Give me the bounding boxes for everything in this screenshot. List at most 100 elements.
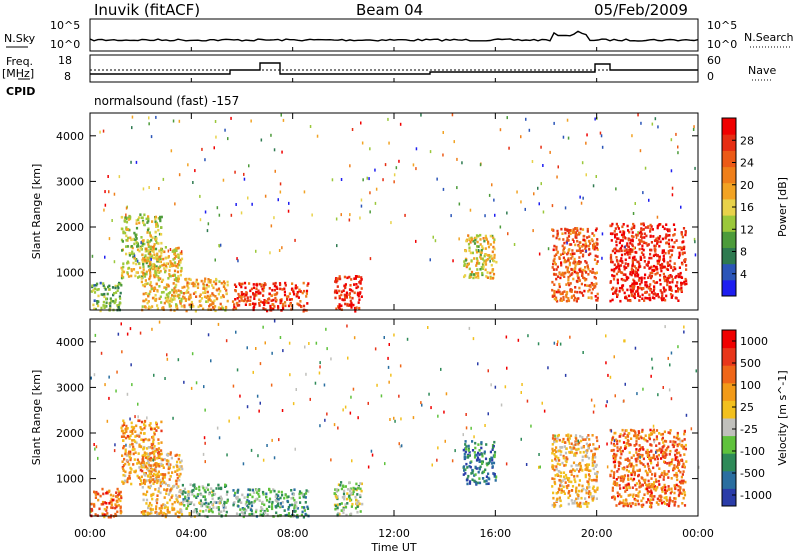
power-cell: [204, 277, 207, 281]
velocity-cell: [617, 467, 620, 471]
velocity-speckle-cell: [428, 392, 430, 396]
velocity-cell: [679, 491, 682, 495]
power-cell: [197, 283, 200, 286]
velocity-speckle-cell: [288, 341, 291, 345]
velocity-speckle-cell: [210, 359, 212, 363]
power-cell: [491, 257, 494, 260]
velocity-cell: [681, 492, 684, 495]
velocity-speckle-cell: [250, 448, 253, 452]
velocity-speckle-cell: [388, 343, 390, 346]
power-cell: [168, 305, 171, 308]
velocity-cell: [160, 429, 163, 433]
velocity-cell: [476, 458, 479, 462]
power-cell: [357, 294, 360, 298]
power-cell: [661, 262, 664, 266]
power-cell: [627, 262, 630, 266]
power-cell: [666, 228, 669, 231]
power-speckle-cell: [693, 237, 696, 241]
power-cell: [118, 303, 121, 307]
power-cell: [568, 229, 571, 232]
velocity-cell: [150, 479, 153, 483]
power-cell: [552, 248, 555, 252]
velocity-cell: [307, 490, 310, 493]
velocity-cell: [638, 449, 641, 453]
velocity-cell: [139, 479, 143, 482]
power-speckle-cell: [479, 163, 482, 167]
velocity-cell: [255, 508, 258, 512]
velocity-cell: [575, 490, 578, 493]
power-cell: [214, 282, 217, 286]
velocity-cell: [144, 480, 147, 483]
power-cell: [355, 286, 358, 290]
power-speckle-cell: [404, 213, 406, 217]
power-cell: [350, 304, 353, 307]
power-speckle-cell: [390, 221, 392, 225]
velocity-cell: [145, 479, 148, 482]
velocity-cell: [638, 485, 641, 489]
velocity-cell: [359, 495, 362, 499]
power-cell: [144, 306, 147, 309]
velocity-speckle-cell: [282, 349, 284, 353]
power-cell: [684, 258, 687, 262]
power-speckle-cell: [677, 145, 679, 149]
power-cell: [678, 287, 681, 291]
velocity-cell: [182, 490, 185, 493]
power-cell: [121, 268, 124, 271]
velocity-cell: [616, 482, 619, 485]
power-cell: [342, 289, 345, 292]
velocity-cell: [139, 483, 142, 486]
velocity-cell: [478, 453, 481, 456]
power-cell: [135, 262, 138, 266]
velocity-cell: [338, 512, 341, 516]
power-cell: [112, 300, 115, 303]
power-speckle-cell: [395, 166, 398, 170]
velocity-cell: [203, 495, 206, 498]
power-cell: [566, 229, 569, 233]
power-cell: [102, 282, 105, 285]
velocity-cell: [337, 488, 340, 492]
velocity-cell: [134, 435, 137, 438]
power-cell: [558, 282, 561, 286]
power-speckle-cell: [693, 125, 695, 129]
velocity-cell: [145, 462, 148, 465]
velocity-cell: [643, 493, 646, 496]
velocity-cell: [292, 493, 295, 496]
velocity-cell: [293, 506, 296, 510]
velocity-cell: [684, 447, 687, 451]
power-cell: [285, 295, 289, 298]
velocity-cell: [593, 447, 596, 450]
power-cell: [212, 302, 215, 305]
velocity-cell: [137, 433, 140, 437]
velocity-cell: [173, 508, 176, 511]
power-cell: [668, 276, 671, 279]
velocity-cell: [483, 450, 486, 454]
power-cell: [638, 238, 641, 242]
power-cell: [149, 249, 152, 253]
velocity-cell: [465, 445, 468, 448]
power-cell: [140, 277, 143, 280]
power-cell: [152, 274, 156, 277]
power-cell: [157, 278, 160, 282]
power-cell: [141, 219, 145, 223]
power-cell: [585, 261, 588, 264]
velocity-cell: [276, 496, 279, 500]
velocity-speckle-cell: [191, 352, 194, 356]
power-cell: [147, 294, 150, 298]
power-cell: [220, 296, 223, 299]
power-cell: [305, 289, 309, 293]
velocity-cell: [222, 509, 226, 512]
velocity-cell: [178, 478, 181, 482]
station-title: Inuvik (fitACF): [94, 1, 201, 19]
power-cell: [618, 290, 621, 293]
power-cell: [284, 304, 287, 308]
velocity-cell: [262, 512, 265, 516]
power-cell: [569, 288, 572, 291]
velocity-cell: [573, 447, 576, 450]
power-cell: [138, 249, 141, 253]
power-cell: [237, 292, 240, 296]
power-cell: [179, 273, 182, 277]
velocity-cell: [648, 457, 651, 460]
velocity-cell: [621, 449, 624, 453]
power-cell: [623, 249, 626, 252]
velocity-cell: [661, 432, 664, 436]
